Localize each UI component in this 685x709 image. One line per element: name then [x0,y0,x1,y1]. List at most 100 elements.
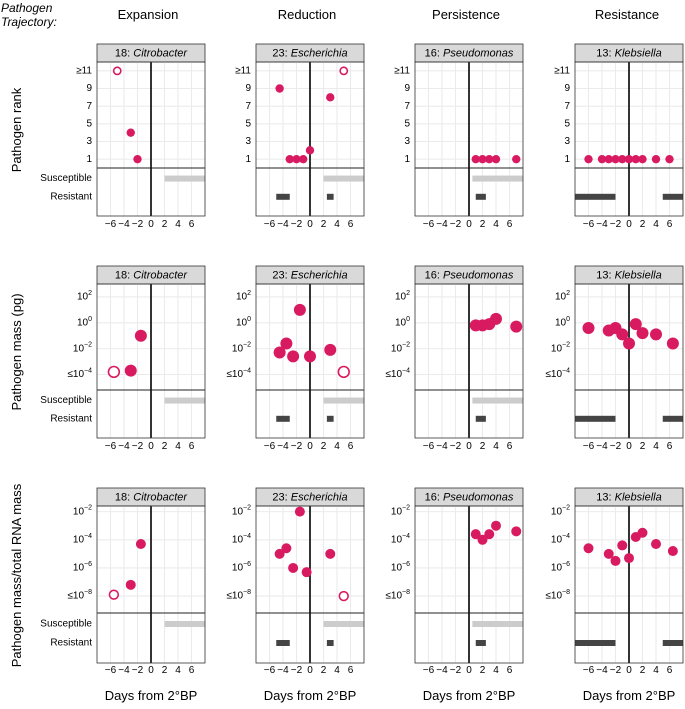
genus-name: Escherichia [291,47,348,59]
panel-strip-label: 16: Pseudomonas [425,269,514,281]
data-point-open [112,66,122,76]
data-point [616,328,629,341]
x-tick-label: 4 [334,665,340,676]
chart-row-3: Pathogen mass/total RNA mass 18: Citrobac… [9,483,684,676]
data-point [281,543,292,554]
panel-strip-label: 13: Klebsiella [596,491,661,503]
legend-title-line2: Trajectory: [1,15,57,29]
data-point [490,312,502,325]
data-point [299,154,308,164]
y-tick-label: 5 [404,118,410,129]
data-point-open [339,66,349,76]
x-tick-label: −6 [423,665,435,676]
y-tick-label: ≤10−4 [226,368,251,380]
x-tick-label: 0 [307,219,313,230]
tick-exponent: −4 [562,368,570,375]
resistant-bar [326,415,334,422]
x-tick-label: 2 [321,665,327,676]
data-point [623,337,635,350]
panel-border [96,505,206,664]
y-tick-label: 9 [245,83,251,94]
x-tick-label: −6 [583,441,595,452]
y-tick-label: 3 [86,136,92,147]
tick-exponent: −8 [84,589,92,596]
data-point [511,526,522,537]
genus-name: Klebsiella [615,269,662,281]
x-tick-label: 4 [493,441,499,452]
x-tick-label: 6 [507,665,513,676]
data-point [274,548,285,559]
data-point [651,154,661,164]
data-point [638,154,647,164]
y-tick-label: 10−6 [391,561,410,573]
panel-border [574,61,684,217]
column-header-reduction: Reduction [278,7,337,22]
y-tick-label: ≥11 [394,65,410,76]
data-point [597,154,607,164]
x-tick-label: −6 [264,219,276,230]
y-tick-label: 9 [564,83,570,94]
data-point [665,154,674,164]
x-tick-label: −4 [118,441,130,452]
x-tick-label: 2 [480,665,486,676]
data-point [631,154,640,164]
x-tick-label: −6 [423,441,435,452]
y-tick-label: ≥11 [554,65,570,76]
tick-exponent: 2 [88,290,92,297]
susceptible-bar [472,397,523,404]
data-point [288,562,299,573]
panel-1-1: 18: Citrobacter −6 −4 −2 0 2 4 6 1 3 5 7 9 ≥11 Suscept… [40,43,206,230]
y-tick-label: ≥11 [76,65,92,76]
x-tick-label: 4 [653,665,659,676]
x-tick-label: −2 [132,219,144,230]
x-tick-label: −2 [610,665,622,676]
x-tick-label: 6 [189,441,195,452]
x-tick-label: −2 [610,219,622,230]
tick-exponent: −4 [243,368,251,375]
data-point [275,84,284,93]
data-point [604,154,613,164]
genus-name: Escherichia [291,269,348,281]
panel-3-4: 13: Klebsiella−6 −4 −2 0 2 4 610−210−410−6≤10−… [545,487,684,676]
data-point [294,506,305,517]
x-axis-title: Days from 2°BP [423,688,516,703]
x-tick-label: 6 [667,441,673,452]
x-tick-label: 6 [348,441,354,452]
x-tick-label: −2 [450,441,462,452]
data-point [629,318,642,331]
data-point [618,154,627,164]
susceptible-label: Susceptible [40,619,92,630]
y-tick-label: 7 [404,101,410,112]
panel-2-1: 18: Citrobacter−6 −4 −2 0 2 4 610210010−2≤10−4… [40,265,206,452]
x-tick-label: 0 [148,219,154,230]
susceptible-bar [164,621,205,627]
x-tick-label: −2 [291,441,303,452]
y-tick-label: 100 [555,316,570,328]
susceptible-bar [164,175,205,182]
data-point [624,553,634,564]
y-tick-label: 3 [404,136,410,147]
resistant-bar [475,415,486,422]
tick-exponent: −8 [562,589,570,596]
x-tick-label: 4 [175,665,181,676]
data-point [134,329,147,342]
data-point [124,364,137,377]
panel-strip-label: 18: Citrobacter [115,491,188,503]
data-point [637,527,648,538]
y-tick-label: 10−2 [551,342,570,354]
x-tick-label: −4 [436,219,448,230]
y-tick-label: 7 [245,101,251,112]
tick-exponent: −6 [402,561,410,568]
data-point [491,520,501,531]
y-tick-label: 10−2 [73,342,92,354]
y-tick-label: 102 [77,290,92,302]
panel-1-3: 16: Pseudomonas −6 −4 −2 0 2 4 6 1 3 5 7 9 ≥11 [394,43,524,230]
x-tick-label: 6 [189,665,195,676]
x-tick-label: 0 [626,441,632,452]
tick-exponent: 2 [566,290,570,297]
data-point [324,343,337,356]
y-tick-label: 10−2 [551,505,570,517]
panel-strip-label: 23: Escherichia [272,269,347,281]
tick-exponent: −2 [84,505,92,512]
x-tick-label: −6 [583,219,595,230]
